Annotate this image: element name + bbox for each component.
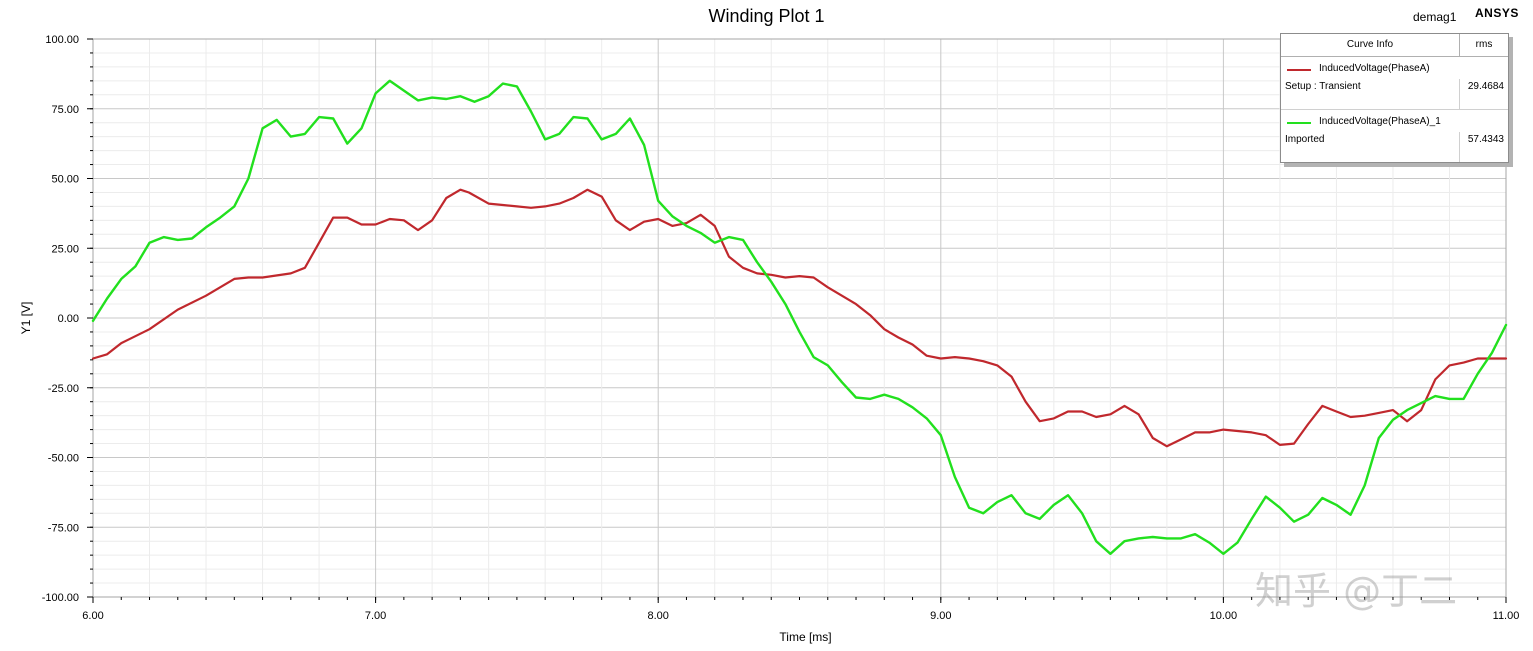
- chart-title: Winding Plot 1: [708, 6, 825, 26]
- y-tick-label: 0.00: [58, 313, 79, 325]
- legend-header-name: Curve Info: [1281, 34, 1460, 56]
- y-tick-label: -75.00: [48, 522, 79, 534]
- legend-swatch: [1287, 122, 1311, 124]
- x-tick-label: 9.00: [930, 610, 951, 622]
- legend-series-rms: 57.4343: [1467, 134, 1504, 145]
- legend-series-name: InducedVoltage(PhaseA)_1: [1319, 116, 1441, 127]
- y-tick-label: -100.00: [42, 592, 79, 604]
- legend-series-rms: 29.4684: [1467, 81, 1504, 92]
- x-axis-label: Time [ms]: [779, 630, 831, 644]
- y-tick-label: 100.00: [45, 34, 79, 46]
- legend-swatch: [1287, 69, 1311, 71]
- x-tick-label: 6.00: [82, 610, 103, 622]
- series-line-2: [91, 79, 1508, 555]
- y-tick-label: 50.00: [51, 174, 79, 186]
- x-tick-label: 8.00: [647, 610, 668, 622]
- legend[interactable]: Curve Info rms InducedVoltage(PhaseA) Se…: [1280, 33, 1509, 163]
- legend-column-divider: [1459, 132, 1460, 162]
- legend-entry[interactable]: InducedVoltage(PhaseA)_1 Imported 57.434…: [1281, 110, 1508, 162]
- legend-header: Curve Info rms: [1281, 34, 1508, 57]
- legend-header-value: rms: [1475, 39, 1493, 50]
- x-tick-label: 7.00: [365, 610, 386, 622]
- series-line-1: [91, 188, 1508, 448]
- x-tick-label: 10.00: [1210, 610, 1238, 622]
- legend-column-divider: [1459, 79, 1460, 109]
- y-tick-label: -50.00: [48, 453, 79, 465]
- series-layer: [91, 79, 1508, 555]
- y-tick-label: 25.00: [51, 243, 79, 255]
- brand-logo: ANSYS: [1475, 6, 1519, 20]
- legend-series-source: Setup : Transient: [1285, 81, 1361, 92]
- grid-layer: [92, 38, 1507, 598]
- y-tick-label: -25.00: [48, 383, 79, 395]
- y-tick-label: 75.00: [51, 104, 79, 116]
- legend-series-name: InducedVoltage(PhaseA): [1319, 63, 1430, 74]
- y-axis-label: Y1 [V]: [19, 302, 33, 335]
- design-name: demag1: [1413, 10, 1457, 24]
- axes-layer: 100.00 75.00 50.00 25.00 0.00 -25.00 -50.00 -75…: [19, 34, 1519, 644]
- legend-entry[interactable]: InducedVoltage(PhaseA) Setup : Transient…: [1281, 57, 1508, 110]
- watermark: 知乎 @丁二: [1255, 569, 1458, 613]
- legend-series-source: Imported: [1285, 134, 1325, 145]
- x-tick-label: 11.00: [1493, 610, 1520, 622]
